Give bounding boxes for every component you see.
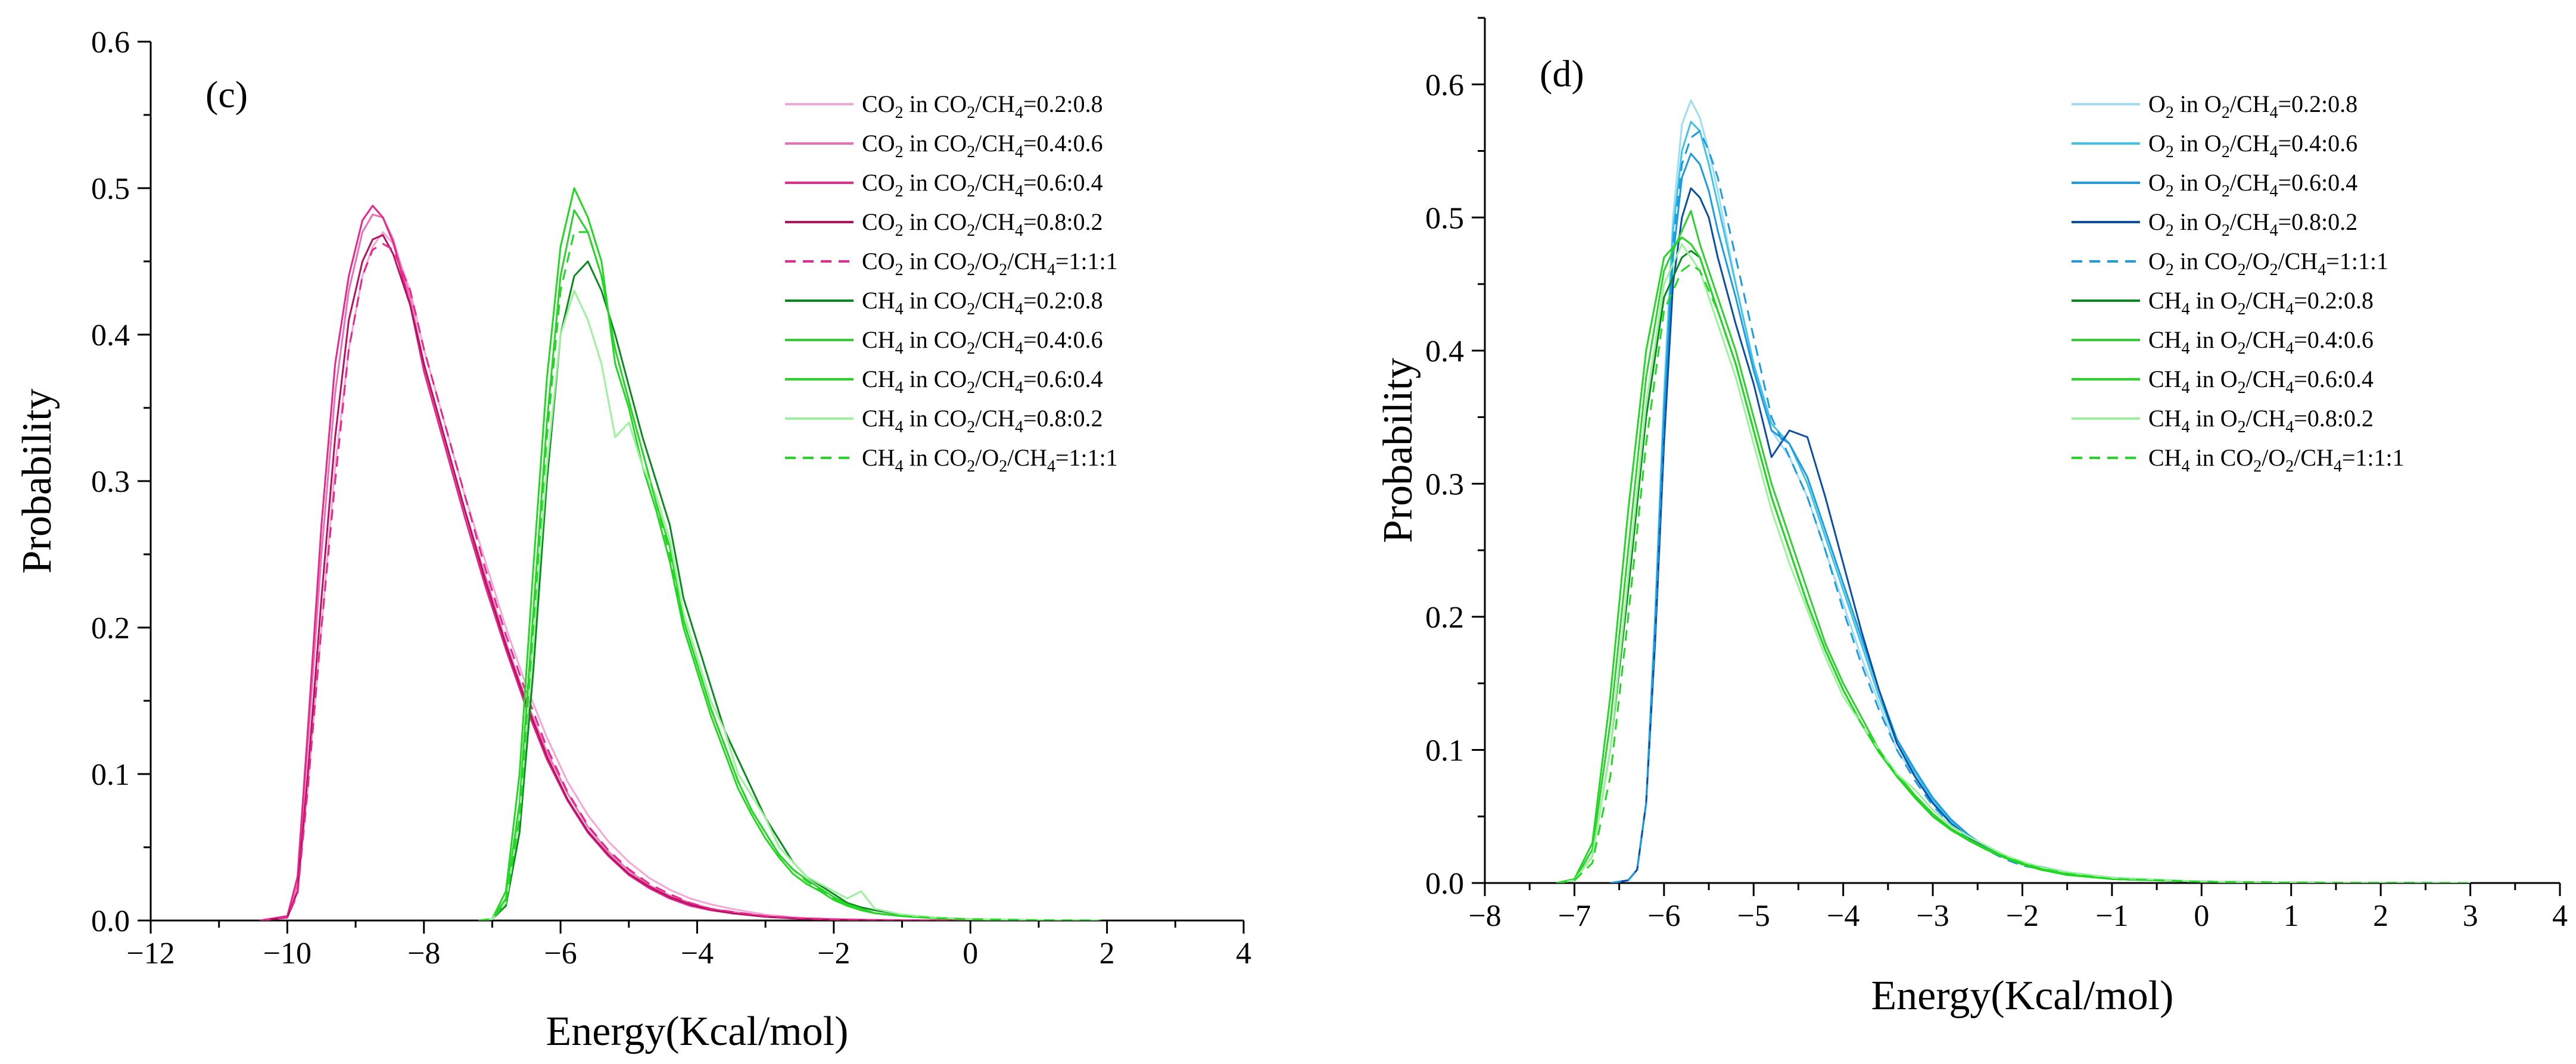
chart-c-x-tick-label: −12 [126, 937, 175, 971]
chart-c-legend-label-1: CO2 in CO2/CH4=0.2:0.8 [862, 91, 1103, 122]
chart-c-legend-label-6: CH4 in CO2/CH4=0.2:0.8 [862, 287, 1103, 319]
chart-c-x-tick-label: 0 [963, 937, 978, 971]
chart-c-legend: CO2 in CO2/CH4=0.2:0.8 CO2 in CO2/CH4=0.4… [785, 91, 1118, 476]
chart-panel-c: −12 −10 −8 −6 −4 −2 0 2 4 0.0 0.1 0.2 0.3 0.4 0.5 0.6 En… [14, 26, 1251, 1054]
chart-d-legend-label-7: CH4 in O2/CH4=0.4:0.6 [2148, 326, 2373, 358]
chart-d-x-tick-label: 0 [2194, 899, 2209, 933]
chart-d-y-tick-label: 0.6 [1425, 68, 1464, 102]
chart-d-legend-label-8: CH4 in O2/CH4=0.6:0.4 [2148, 366, 2373, 397]
chart-d-y-tick-label: 0.5 [1425, 201, 1464, 235]
chart-d-legend: O2 in O2/CH4=0.2:0.8 O2 in O2/CH4=0.4:0.6… [2072, 91, 2404, 476]
chart-c-series-group [260, 187, 1101, 921]
chart-c-series-line-8 [478, 187, 1101, 921]
chart-d-legend-label-10: CH4 in CO2/O2/CH4=1:1:1 [2148, 444, 2404, 476]
chart-c-panel-label: (c) [205, 73, 248, 116]
chart-c-x-axis-label: Energy(Kcal/mol) [546, 1009, 849, 1054]
chart-d-y-tick-label: 0.4 [1425, 335, 1464, 369]
chart-c-series-line-5 [260, 243, 1039, 921]
chart-c-x-tick-label: 2 [1099, 937, 1115, 971]
chart-d-x-tick-label: −1 [2095, 899, 2128, 933]
chart-c-x-tick-label: −8 [407, 937, 440, 971]
chart-d-series-line-10 [1556, 263, 2471, 883]
chart-d-legend-label-5: O2 in CO2/O2/CH4=1:1:1 [2148, 248, 2388, 279]
chart-d-x-tick-label: 1 [2284, 899, 2299, 933]
chart-d-x-tick-label: −2 [2006, 899, 2039, 933]
chart-c-y-tick-label: 0.6 [91, 26, 130, 60]
chart-c-y-tick-label: 0.4 [91, 319, 130, 352]
chart-d-x-tick-label: −5 [1737, 899, 1770, 933]
chart-c-series-line-6 [478, 260, 1101, 921]
chart-c-legend-label-7: CH4 in CO2/CH4=0.4:0.6 [862, 326, 1103, 358]
chart-d-x-tick-label: −7 [1558, 899, 1591, 933]
chart-c-legend-label-9: CH4 in CO2/CH4=0.8:0.2 [862, 405, 1103, 436]
chart-d-panel-label: (d) [1540, 52, 1584, 95]
chart-c-series-line-7 [478, 209, 1101, 921]
chart-d-x-tick-label: 2 [2373, 899, 2388, 933]
chart-d-x-tick-label: −8 [1468, 899, 1501, 933]
chart-d-legend-label-1: O2 in O2/CH4=0.2:0.8 [2148, 91, 2357, 122]
chart-d-series-line-9 [1556, 243, 2471, 883]
chart-c-y-tick-label: 0.5 [91, 172, 130, 206]
chart-d-legend-label-2: O2 in O2/CH4=0.4:0.6 [2148, 130, 2357, 161]
chart-d-series-line-2 [1610, 120, 2444, 883]
chart-c-legend-label-2: CO2 in CO2/CH4=0.4:0.6 [862, 130, 1103, 161]
chart-c-legend-label-3: CO2 in CO2/CH4=0.6:0.4 [862, 169, 1103, 201]
chart-c-y-tick-label: 0.1 [91, 758, 130, 792]
chart-d-y-axis-label: Probability [1375, 358, 1421, 543]
chart-c-series-line-9 [478, 289, 1101, 921]
chart-c-y-tick-label: 0.3 [91, 465, 130, 499]
chart-d-y-tick-label: 0.3 [1425, 467, 1464, 501]
chart-c-y-tick-label: 0.2 [91, 611, 130, 645]
chart-c-x-tick-label: −6 [544, 937, 577, 971]
chart-c-series-line-10 [478, 231, 1101, 921]
chart-c-legend-label-4: CO2 in CO2/CH4=0.8:0.2 [862, 208, 1103, 240]
chart-c-legend-label-5: CO2 in CO2/O2/CH4=1:1:1 [862, 248, 1118, 279]
chart-d-x-axis-label: Energy(Kcal/mol) [1871, 973, 2174, 1019]
chart-c-x-tick-label: −2 [817, 937, 850, 971]
chart-d-x-tick-label: 4 [2552, 899, 2568, 933]
chart-c-series-line-2 [260, 213, 1039, 921]
chart-d-legend-label-4: O2 in O2/CH4=0.8:0.2 [2148, 208, 2357, 240]
chart-d-legend-label-3: O2 in O2/CH4=0.6:0.4 [2148, 169, 2357, 201]
chart-d-y-tick-label: 0.0 [1425, 867, 1464, 901]
chart-d-series-line-5 [1610, 130, 2444, 883]
chart-c-y-tick-label: 0.0 [91, 904, 130, 938]
chart-c-x-tick-label: −10 [263, 937, 312, 971]
chart-d-legend-label-9: CH4 in O2/CH4=0.8:0.2 [2148, 405, 2373, 436]
chart-d-x-tick-label: −6 [1647, 899, 1680, 933]
chart-c-x-tick-label: −4 [681, 937, 714, 971]
chart-c-y-axis-label: Probability [14, 388, 60, 573]
chart-d-y-tick-label: 0.1 [1425, 734, 1464, 767]
chart-d-y-tick-label: 0.2 [1425, 601, 1464, 635]
chart-d-x-tick-label: −4 [1827, 899, 1859, 933]
chart-c-x-tick-label: 4 [1236, 937, 1251, 971]
chart-c-legend-label-10: CH4 in CO2/O2/CH4=1:1:1 [862, 444, 1118, 476]
chart-d-x-tick-label: 3 [2463, 899, 2478, 933]
chart-panel-d: −8 −7 −6 −5 −4 −3 −2 −1 0 1 2 3 4 0.0 0.1 0.2 0.3 0.4 0.5 0… [1375, 17, 2568, 1019]
chart-d-series-group [1556, 99, 2471, 883]
chart-c-legend-label-8: CH4 in CO2/CH4=0.6:0.4 [862, 366, 1103, 397]
chart-d-legend-label-6: CH4 in O2/CH4=0.2:0.8 [2148, 287, 2373, 319]
chart-d-x-tick-label: −3 [1916, 899, 1949, 933]
